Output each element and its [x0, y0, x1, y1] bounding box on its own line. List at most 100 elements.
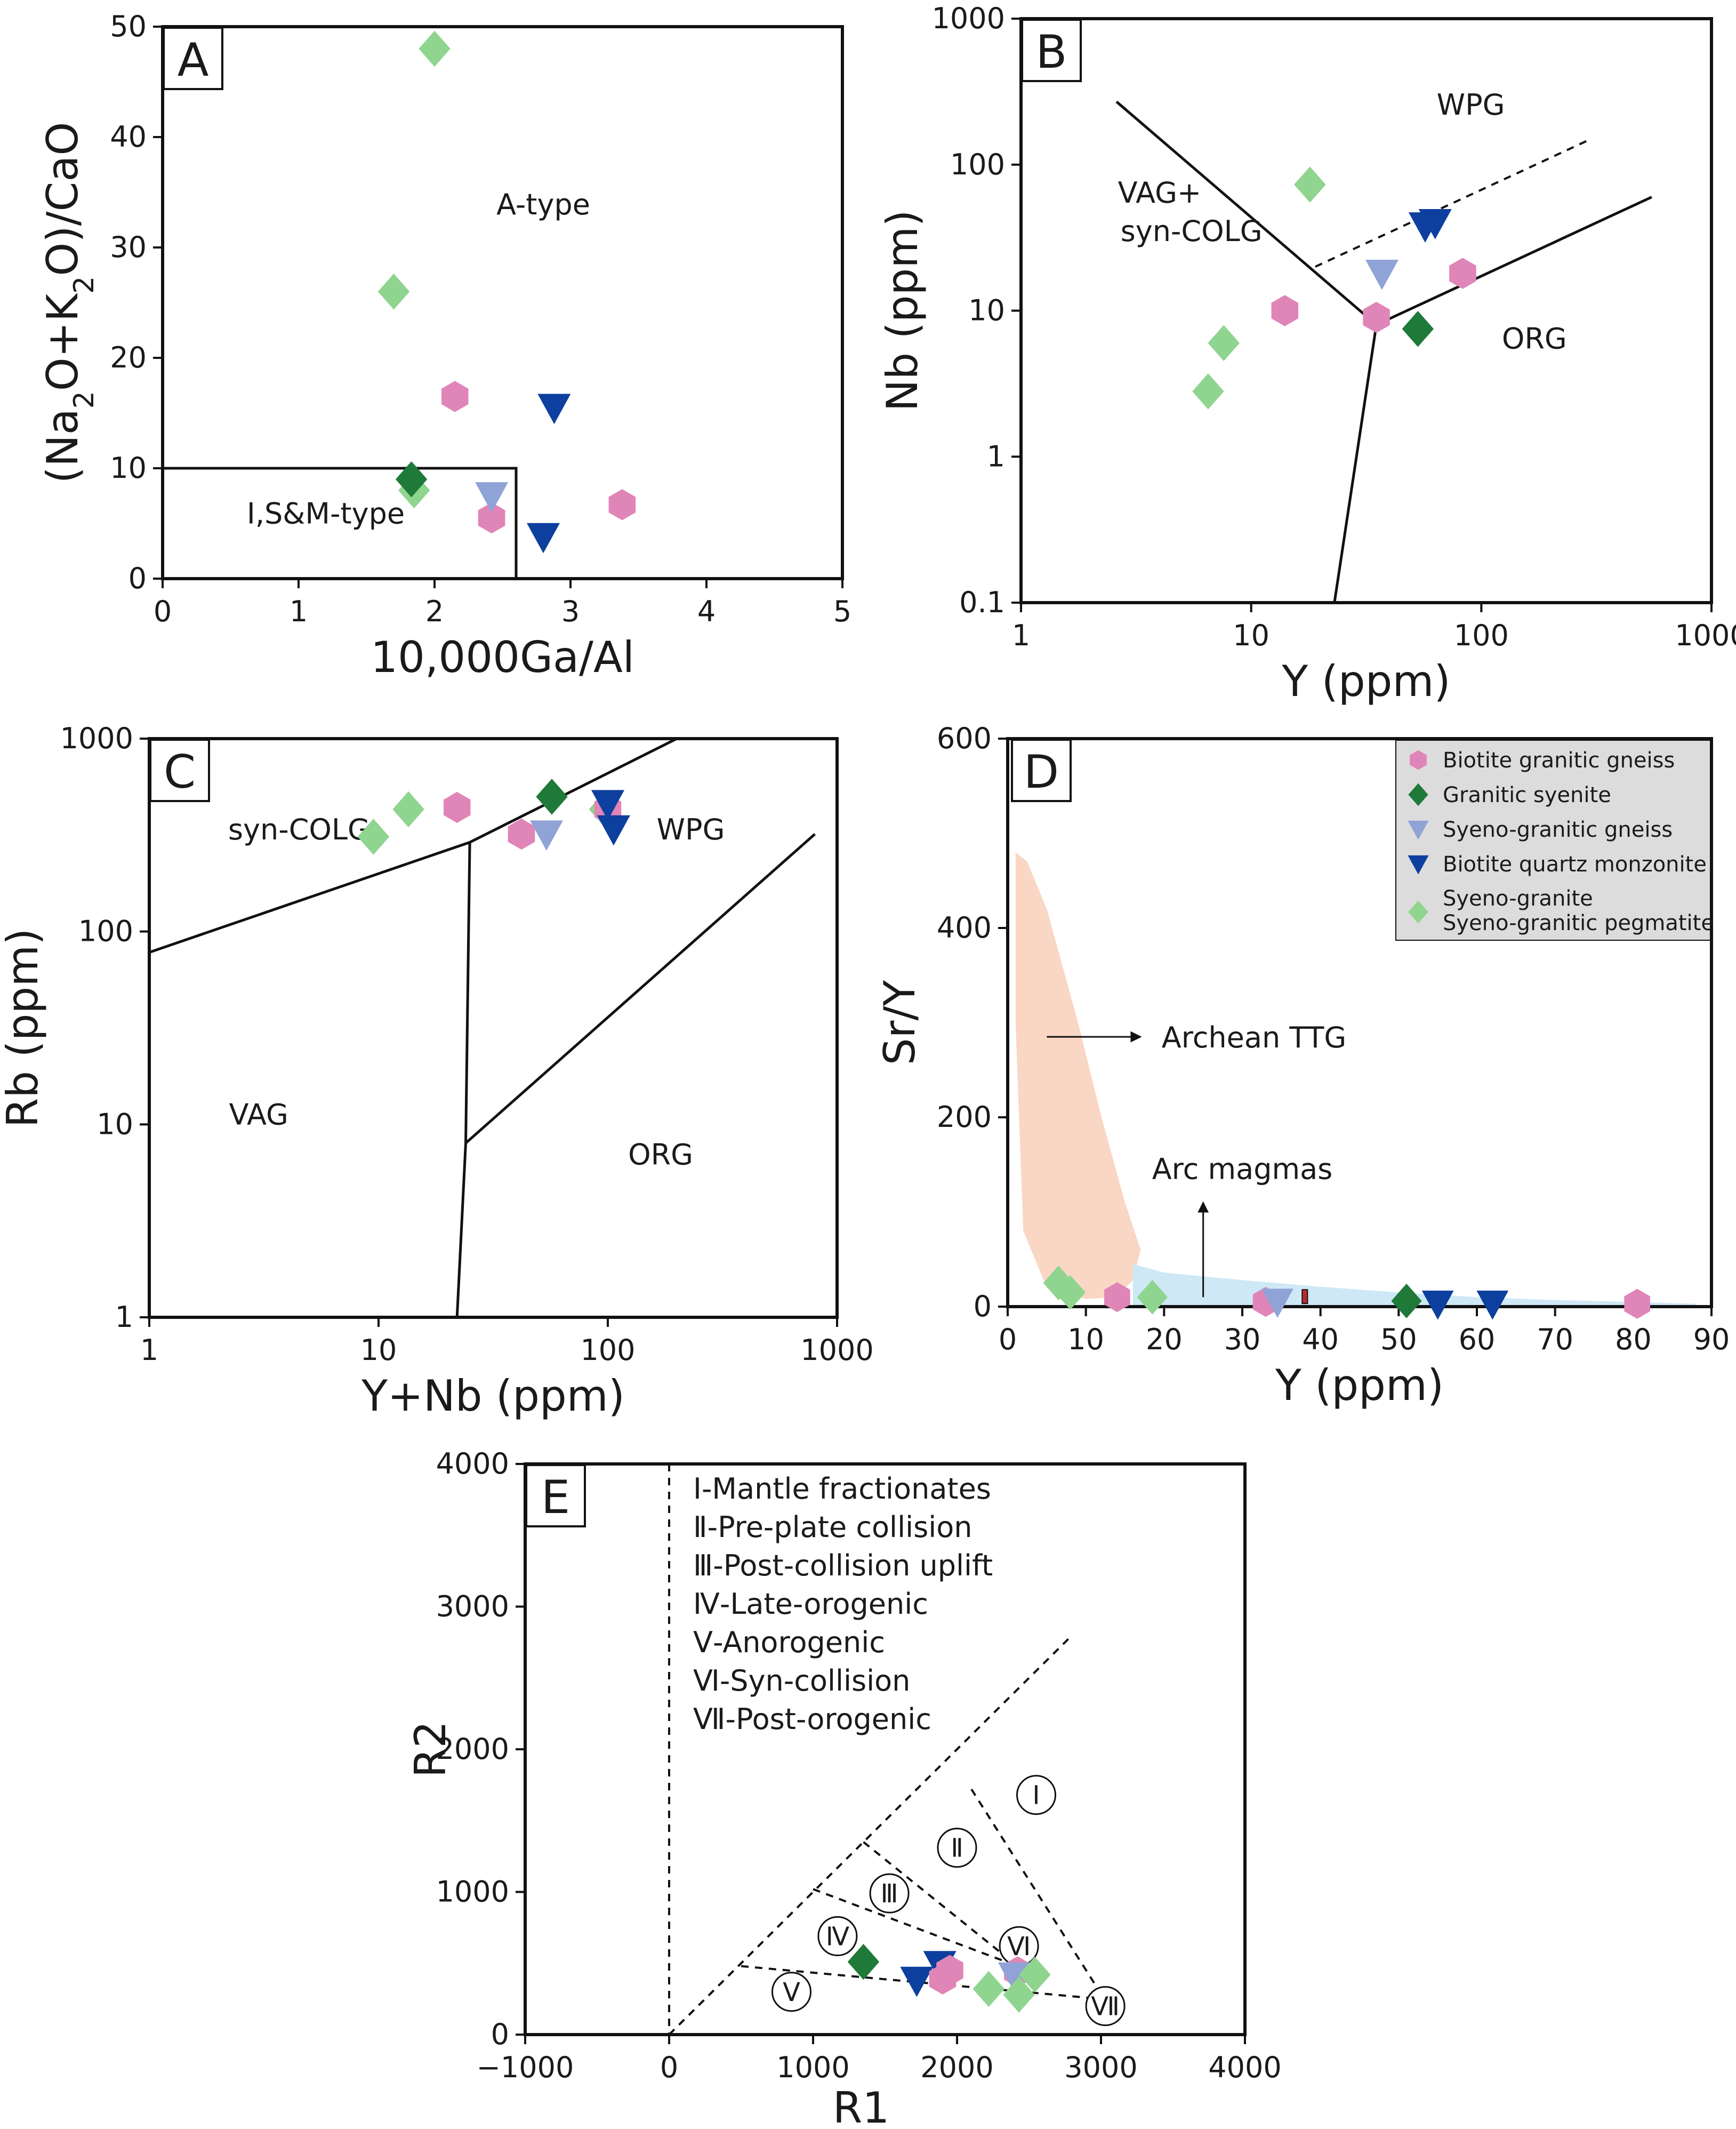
note-text: -Mantle fractionates [702, 1472, 991, 1506]
plot-frame [148, 737, 839, 1319]
panel-letter: B [1036, 26, 1067, 79]
legend-marker-granitic-syenite [1408, 783, 1428, 806]
x-tick-label: 1 [1012, 619, 1030, 652]
field-label-arc: Arc magmas [1152, 1152, 1333, 1186]
data-point-biotite-granitic-gneiss [929, 1963, 957, 1995]
legend-box [1395, 740, 1711, 941]
region-label: ORG [1502, 322, 1567, 356]
x-tick-label: 20 [1146, 1323, 1183, 1356]
data-point-granitic-syenite [395, 461, 428, 498]
data-point-biotite-granitic-gneiss [444, 791, 471, 823]
y-tick-label: 1 [115, 1300, 133, 1334]
data-point-biotite-quartz-monzonite [1418, 209, 1452, 239]
x-tick-label: 0 [660, 2051, 678, 2084]
panel-label: D [1011, 739, 1072, 802]
y-tick-label: 10 [968, 294, 1005, 327]
field-boundary [464, 833, 816, 1144]
x-axis-label: 10,000Ga/Al [371, 633, 634, 682]
data-point-biotite-quartz-monzonite [537, 394, 571, 425]
note-text: -Post-orogenic [725, 1702, 931, 1736]
region-marker-numeral: Ⅱ [951, 1834, 963, 1863]
y-tick-label: 0 [974, 1290, 992, 1323]
note-numeral: Ⅴ [693, 1626, 713, 1659]
y-tick-label: 1000 [60, 722, 133, 755]
plot-frame [161, 25, 844, 580]
data-point-syeno-granitic-gneiss [998, 1962, 1032, 1993]
y-tick-label: 1 [987, 439, 1005, 473]
x-axis-label: Y+Nb (ppm) [361, 1371, 625, 1421]
x-tick-label: 4000 [1208, 2051, 1281, 2084]
legend-label: Syeno-granitic pegmatite [1443, 911, 1714, 935]
region-label: syn-COLG [228, 813, 370, 846]
red-marker [1301, 1289, 1308, 1304]
region-marker-circle [1016, 1775, 1056, 1815]
note-text: -Post-collision uplift [713, 1549, 993, 1582]
region-label: VAG+ [1118, 176, 1202, 210]
x-tick-label: 0 [154, 595, 172, 628]
region-marker-circle [771, 1972, 811, 2012]
note-numeral: Ⅶ [693, 1702, 725, 1736]
y-tick-label: 10 [110, 451, 147, 485]
note-line: Ⅵ-Syn-collision [693, 1664, 910, 1698]
y-axis-label: R2 [406, 1721, 455, 1778]
legend-marker-syeno-granitic-gneiss [1408, 820, 1429, 840]
data-point-syeno-granitic-gneiss [1365, 259, 1399, 290]
region-marker-circle [817, 1916, 858, 1956]
panel-letter: C [164, 746, 196, 799]
note-text: -Late-orogenic [720, 1587, 928, 1621]
y-tick-label: 20 [110, 341, 147, 374]
panel-c: 1 10 100 1000 1 10 100 1000 Y+Nb (ppm) Rb (ppm) Cs… [0, 722, 874, 1421]
data-point-syeno-granite [419, 30, 451, 67]
data-point-biotite-granitic-gneiss [478, 502, 505, 534]
region-marker-numeral: Ⅲ [881, 1879, 898, 1909]
x-tick-label: 100 [1454, 619, 1509, 652]
legend-label: Biotite granitic gneiss [1443, 748, 1675, 773]
data-point-syeno-granitic-gneiss [1261, 1288, 1293, 1318]
x-tick-label: 2 [425, 595, 444, 628]
x-tick-label: 0 [999, 1323, 1017, 1356]
note-numeral: Ⅱ [693, 1510, 708, 1544]
data-point-syeno-granite [1192, 373, 1224, 410]
x-tick-label: −1000 [477, 2051, 574, 2084]
y-tick-label: 1000 [436, 1875, 509, 1909]
data-point-syeno-granite [1208, 325, 1240, 361]
data-point-biotite-quartz-monzonite [526, 523, 560, 554]
data-point-biotite-granitic-gneiss [1363, 301, 1390, 333]
region-label: WPG [1437, 88, 1505, 122]
data-point-biotite-granitic-gneiss [1624, 1288, 1650, 1319]
y-tick-label: 3000 [436, 1590, 509, 1623]
y-tick-label: 50 [110, 10, 147, 43]
data-point-biotite-granitic-gneiss [1449, 258, 1476, 289]
data-point-biotite-granitic-gneiss [1104, 1282, 1130, 1312]
y-tick-label: 100 [78, 915, 133, 948]
x-tick-label: 4 [697, 595, 716, 628]
panel-letter: A [178, 34, 209, 87]
y-tick-label: 400 [937, 911, 992, 945]
y-tick-label: 600 [937, 722, 992, 755]
x-tick-label: 3000 [1064, 2051, 1137, 2084]
region-marker-numeral: Ⅴ [783, 1978, 800, 2007]
region-label: ORG [628, 1138, 693, 1171]
y-tick-label: 10 [97, 1107, 133, 1141]
y-axis-label-part: (Na [38, 409, 87, 483]
note-numeral: Ⅵ [693, 1664, 720, 1698]
note-numeral: Ⅲ [693, 1549, 713, 1582]
region-label: VAG [229, 1098, 288, 1131]
y-axis-label-part: O+K [38, 292, 87, 391]
region-label: syn-COLG [1121, 214, 1263, 248]
dashed-boundary [863, 1841, 1018, 1967]
x-axis-label: Y (ppm) [1275, 1360, 1444, 1410]
panel-label-box [1021, 19, 1082, 82]
panel-label: A [163, 27, 223, 90]
panel-letter: E [541, 1471, 570, 1524]
data-point-biotite-quartz-monzonite [900, 1966, 934, 1997]
x-tick-label: 1 [290, 595, 308, 628]
panel-d: 0 10 20 30 40 50 60 70 80 90 0 200 400 600 Y (ppm) Sr/Y… [875, 722, 1730, 1410]
region-marker-numeral: Ⅶ [1091, 1992, 1120, 2022]
data-point-biotite-quartz-monzonite [597, 815, 630, 846]
dashed-boundary [1315, 138, 1592, 268]
field-boundary [1376, 196, 1652, 326]
y-axis-label: (Na2O+K2O)/CaO [38, 122, 100, 484]
region-label: WPG [657, 813, 725, 846]
